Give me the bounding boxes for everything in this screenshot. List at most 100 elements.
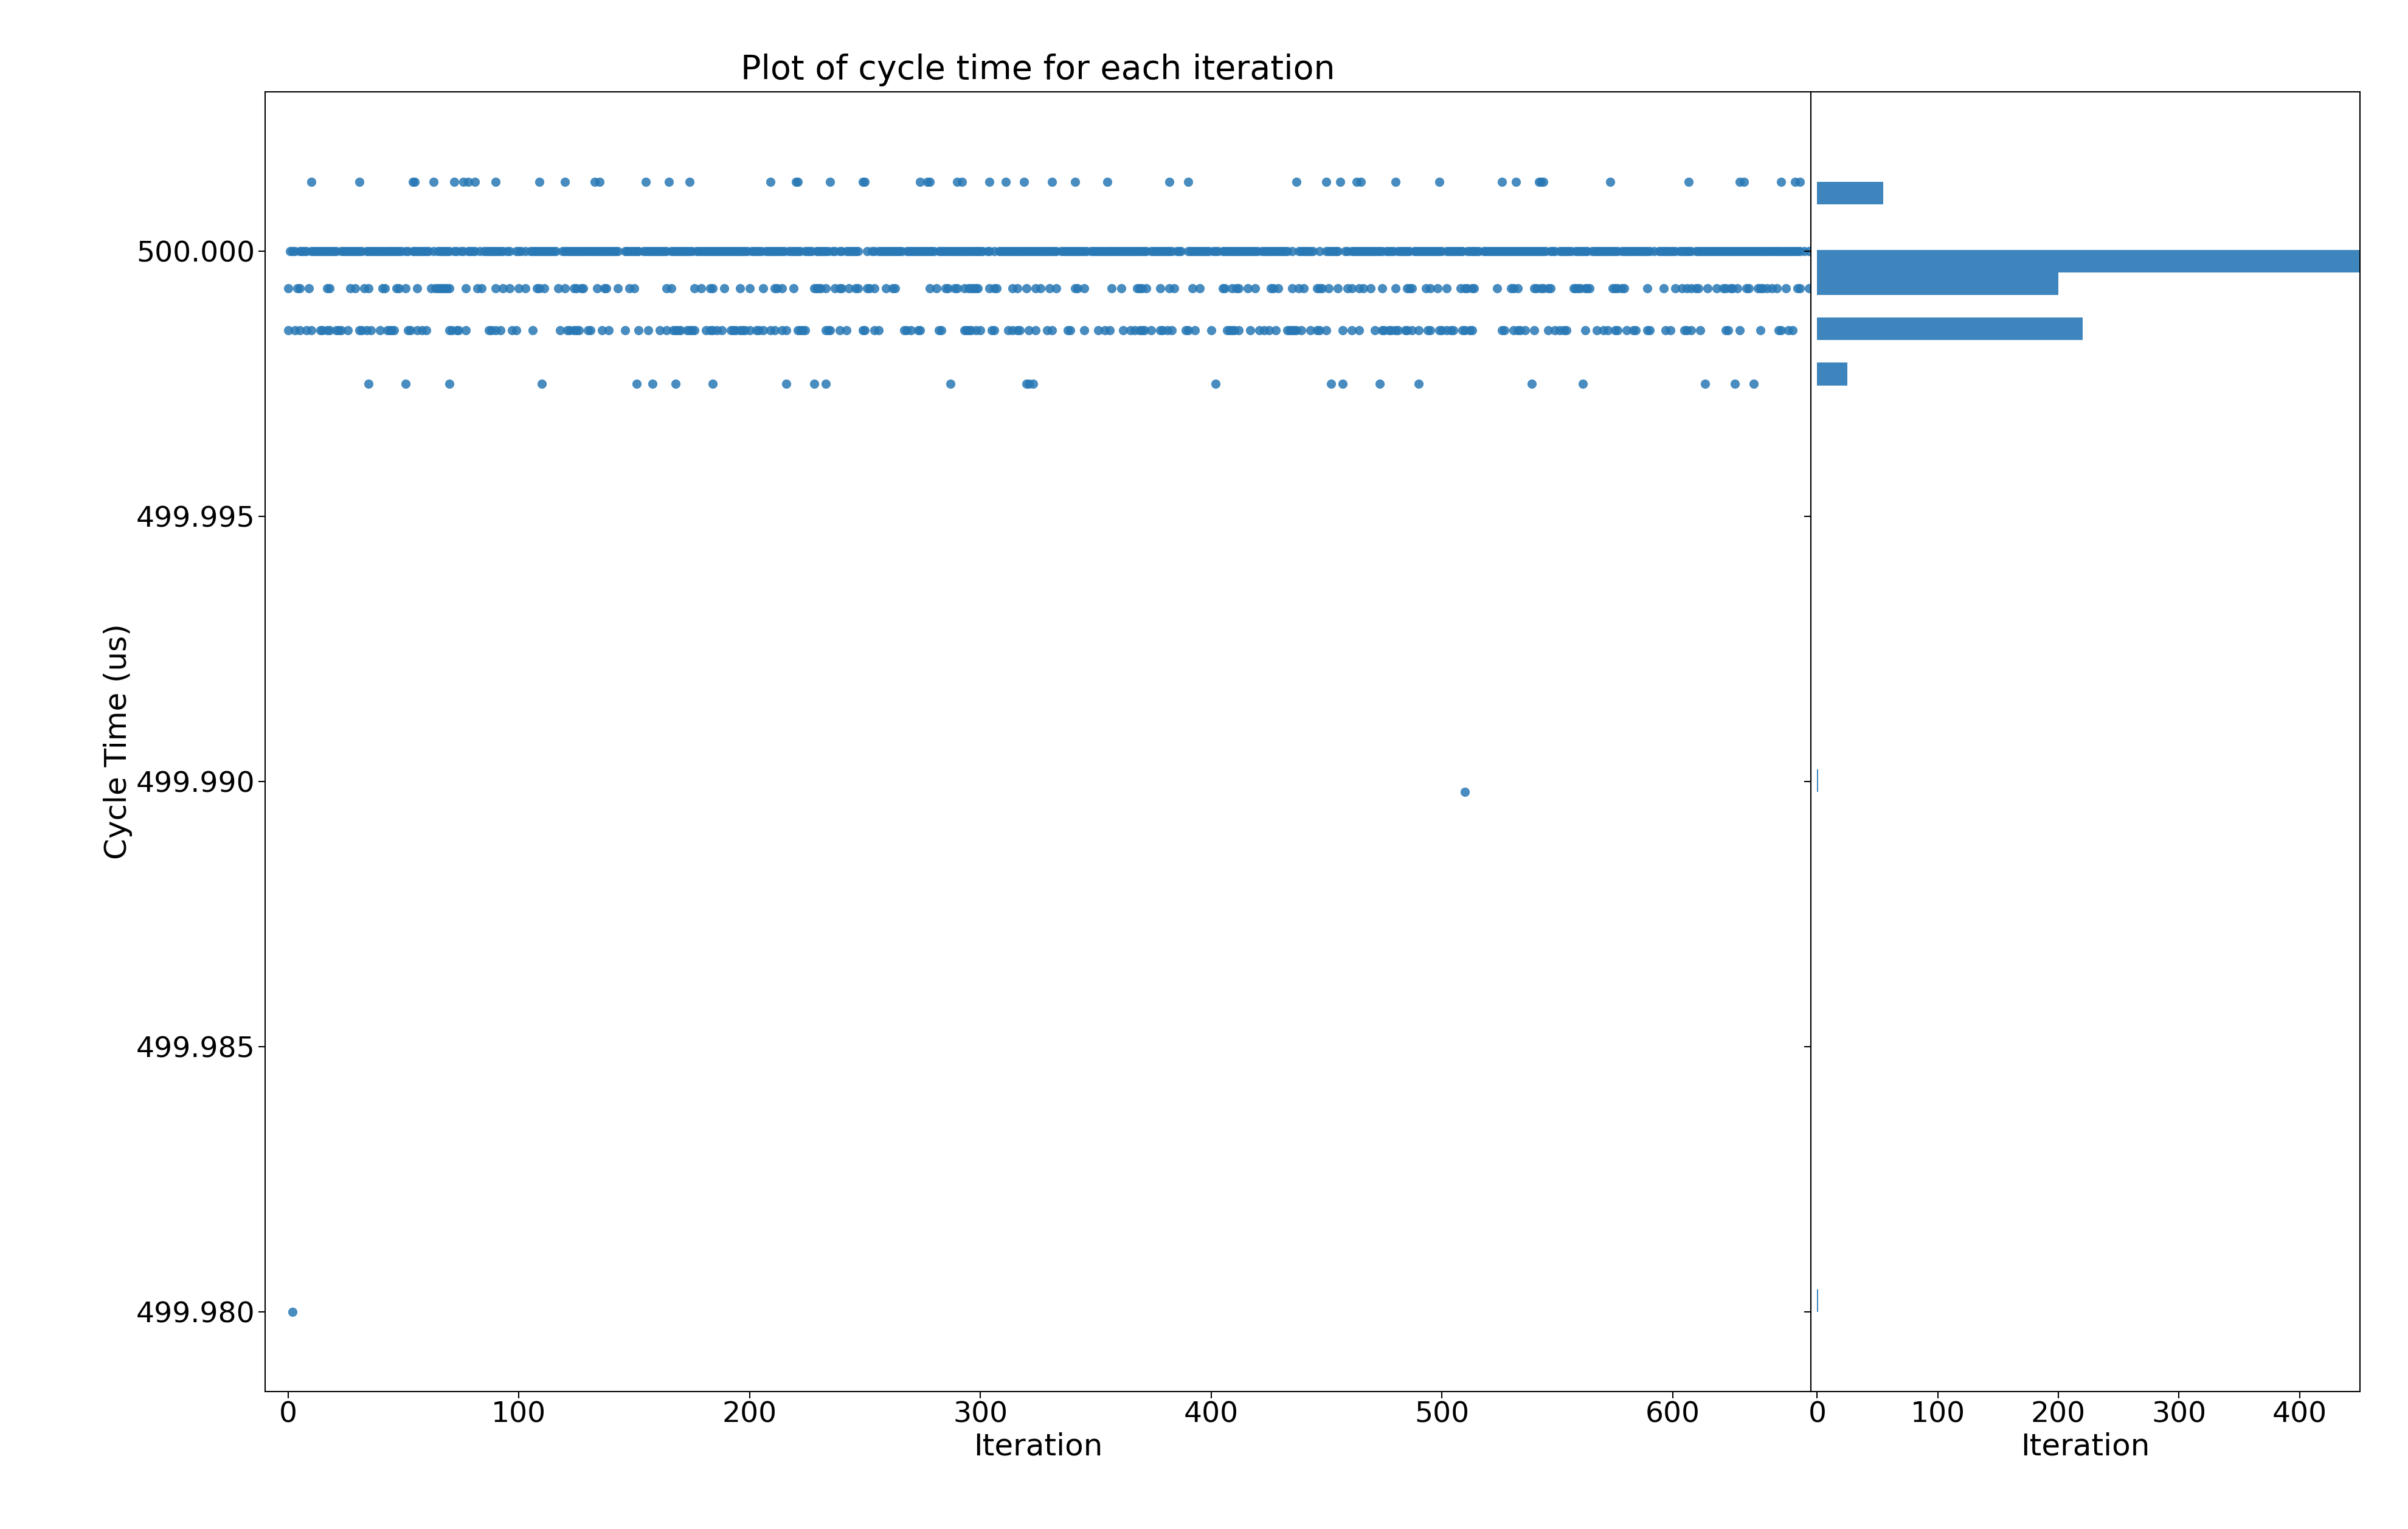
Point bbox=[1544, 239, 1582, 263]
Point bbox=[908, 239, 946, 263]
Point bbox=[718, 239, 756, 263]
Point bbox=[1445, 275, 1483, 300]
Point bbox=[684, 239, 722, 263]
Point bbox=[1421, 170, 1459, 194]
Point bbox=[628, 239, 667, 263]
Point bbox=[1009, 372, 1047, 396]
Point bbox=[1348, 239, 1387, 263]
Point bbox=[1688, 275, 1727, 300]
Point bbox=[491, 239, 530, 263]
Point bbox=[1105, 239, 1144, 263]
Point bbox=[1310, 275, 1348, 300]
Point bbox=[1028, 318, 1067, 342]
Point bbox=[311, 239, 349, 263]
Point bbox=[1365, 318, 1404, 342]
Point bbox=[1775, 170, 1813, 194]
Point bbox=[1743, 275, 1782, 300]
Point bbox=[867, 275, 905, 300]
Point bbox=[1322, 170, 1361, 194]
Point bbox=[275, 239, 313, 263]
Point bbox=[465, 239, 503, 263]
Point bbox=[703, 318, 742, 342]
Point bbox=[766, 239, 804, 263]
Point bbox=[795, 275, 833, 300]
Point bbox=[1495, 275, 1534, 300]
Point bbox=[754, 239, 792, 263]
Point bbox=[655, 318, 694, 342]
Point bbox=[1736, 239, 1775, 263]
Point bbox=[1139, 239, 1178, 263]
Point bbox=[763, 318, 802, 342]
Point bbox=[968, 239, 1007, 263]
Point bbox=[821, 239, 860, 263]
Point bbox=[836, 239, 874, 263]
Point bbox=[1093, 239, 1132, 263]
Point bbox=[1466, 239, 1505, 263]
Point bbox=[315, 239, 354, 263]
Point bbox=[376, 318, 414, 342]
Point bbox=[566, 239, 604, 263]
Point bbox=[482, 318, 520, 342]
Point bbox=[934, 239, 973, 263]
Point bbox=[1705, 275, 1743, 300]
Point bbox=[1645, 239, 1683, 263]
Point bbox=[1312, 372, 1351, 396]
Point bbox=[816, 239, 855, 263]
Point bbox=[385, 275, 424, 300]
Point bbox=[939, 239, 978, 263]
Point bbox=[1582, 239, 1621, 263]
Point bbox=[628, 318, 667, 342]
Point bbox=[1199, 239, 1238, 263]
Point bbox=[956, 275, 995, 300]
Point bbox=[573, 239, 612, 263]
Point bbox=[1279, 275, 1317, 300]
Point bbox=[1312, 239, 1351, 263]
Point bbox=[1464, 239, 1503, 263]
Point bbox=[431, 275, 470, 300]
Point bbox=[1245, 239, 1283, 263]
Point bbox=[956, 318, 995, 342]
Point bbox=[626, 239, 665, 263]
Point bbox=[308, 275, 347, 300]
Point bbox=[1649, 239, 1688, 263]
Point bbox=[975, 239, 1014, 263]
Point bbox=[1664, 239, 1702, 263]
Point bbox=[1780, 275, 1818, 300]
Point bbox=[821, 275, 860, 300]
Point bbox=[294, 239, 332, 263]
Point bbox=[1438, 239, 1476, 263]
Point bbox=[1719, 239, 1758, 263]
Point bbox=[886, 318, 925, 342]
Point bbox=[864, 239, 903, 263]
Point bbox=[1151, 239, 1190, 263]
Point bbox=[592, 239, 631, 263]
Point bbox=[1300, 318, 1339, 342]
Point bbox=[686, 318, 725, 342]
Point bbox=[1594, 239, 1633, 263]
Point bbox=[1411, 275, 1450, 300]
Point bbox=[944, 275, 982, 300]
Point bbox=[417, 275, 455, 300]
Point bbox=[1033, 239, 1072, 263]
Point bbox=[323, 239, 361, 263]
Point bbox=[443, 239, 482, 263]
Point bbox=[539, 275, 578, 300]
Point bbox=[352, 239, 390, 263]
Point bbox=[1209, 239, 1247, 263]
Point bbox=[1230, 239, 1269, 263]
Point bbox=[737, 239, 775, 263]
Point bbox=[1717, 372, 1755, 396]
Point bbox=[1760, 318, 1799, 342]
Point bbox=[669, 318, 708, 342]
Point bbox=[368, 318, 407, 342]
Point bbox=[1151, 275, 1190, 300]
Point bbox=[706, 239, 744, 263]
Point bbox=[1401, 239, 1440, 263]
Point bbox=[554, 318, 592, 342]
Point bbox=[1599, 239, 1637, 263]
Point bbox=[1440, 239, 1479, 263]
Point bbox=[1387, 239, 1426, 263]
Point bbox=[905, 239, 944, 263]
Point bbox=[881, 239, 920, 263]
Point bbox=[1399, 239, 1438, 263]
